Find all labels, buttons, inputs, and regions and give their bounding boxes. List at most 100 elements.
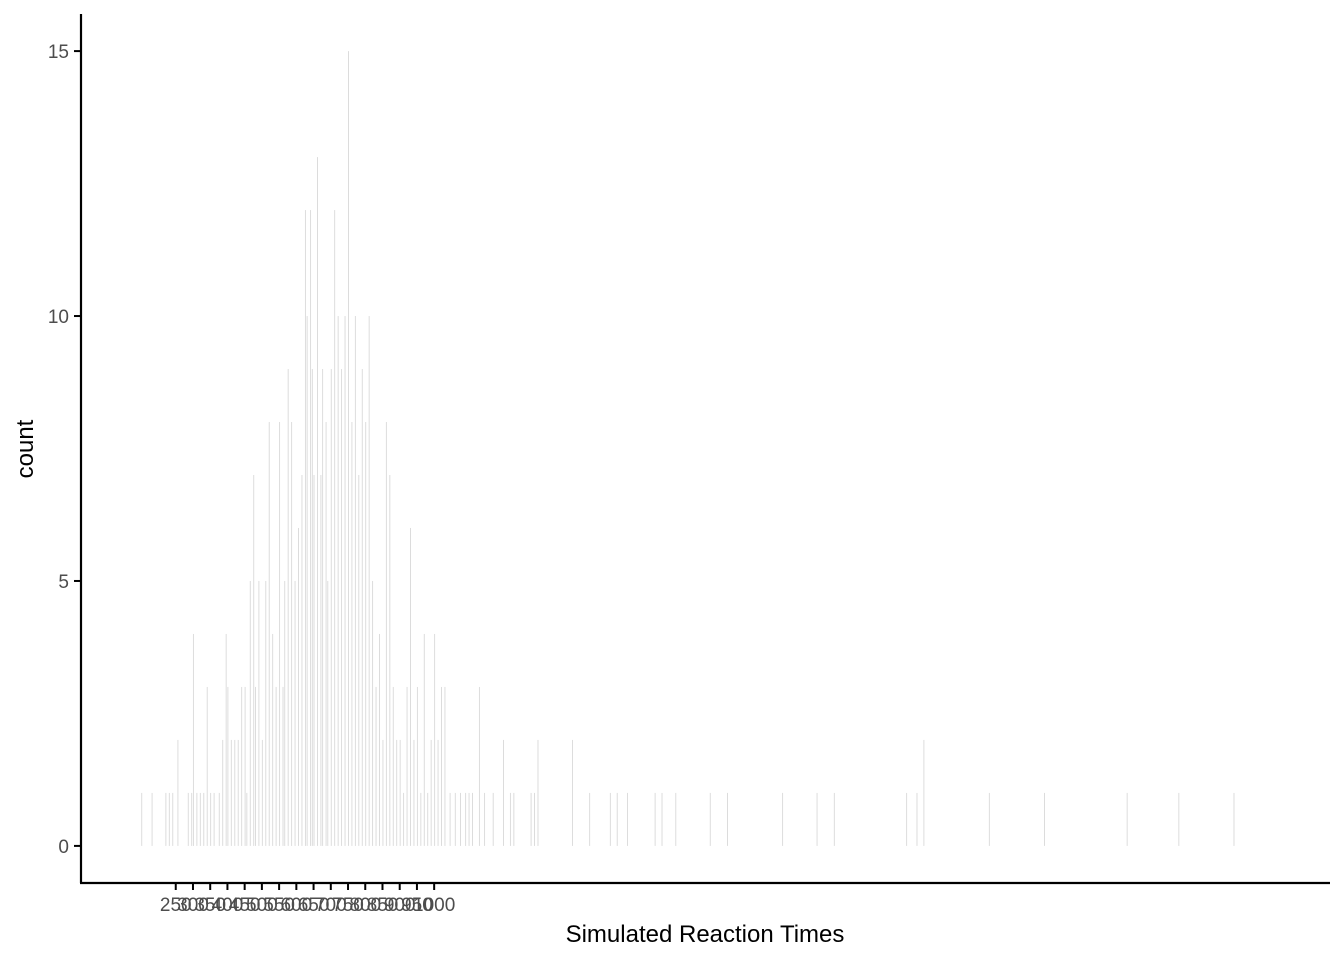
histogram-bar (304, 210, 306, 846)
x-tick-label: 750 (332, 895, 364, 916)
histogram-bar (430, 739, 432, 846)
histogram-bar (151, 792, 153, 846)
histogram-bar (234, 739, 236, 846)
histogram-bar (341, 369, 343, 846)
histogram-bar (268, 422, 270, 846)
histogram-bar (472, 792, 473, 846)
histogram-bar (1233, 792, 1235, 846)
histogram-bar (354, 316, 356, 846)
histogram-bar (454, 792, 456, 846)
histogram-bar (325, 422, 327, 846)
histogram-bar (246, 792, 248, 846)
histogram-bar (441, 686, 442, 846)
x-tick-label: 950 (401, 895, 433, 916)
histogram-bar (322, 369, 324, 846)
y-tick-label: 5 (58, 572, 69, 593)
histogram-bar (782, 792, 784, 846)
histogram-bar (427, 792, 429, 846)
histogram-bar (675, 792, 677, 846)
histogram-bar (258, 580, 260, 846)
histogram-bar (833, 792, 835, 846)
histogram-bar (627, 792, 629, 846)
histogram-bar (406, 686, 408, 846)
histogram-bar (191, 792, 193, 846)
x-tick-label: 850 (367, 895, 399, 916)
histogram-bar (284, 580, 286, 846)
histogram-bar (213, 792, 215, 846)
histogram-bar (337, 316, 339, 846)
y-axis-title: count (12, 419, 39, 478)
x-tick-label: 700 (315, 895, 347, 916)
histogram-bar (449, 792, 451, 846)
histogram-bar (509, 792, 511, 846)
histogram-bar (816, 792, 818, 846)
histogram-bar (399, 739, 401, 846)
histogram-bar (298, 527, 299, 846)
histogram-bar (230, 739, 232, 846)
histogram-bar (661, 792, 663, 846)
histogram-bar (420, 792, 422, 846)
histogram-bar (344, 316, 346, 846)
histogram-bar (589, 792, 591, 846)
histogram-bar (244, 686, 246, 846)
histogram-bar (460, 792, 461, 846)
histogram-bar (382, 739, 384, 846)
histogram-bar (225, 633, 227, 846)
histogram-bar (413, 739, 415, 846)
histogram-bar (609, 792, 611, 846)
histogram-bar (287, 369, 289, 846)
histogram-bar (465, 792, 467, 846)
histogram-bars (141, 51, 1235, 846)
histogram-bar (327, 580, 329, 846)
histogram-bar (416, 686, 418, 846)
histogram-bar (237, 739, 239, 846)
histogram-bar (709, 792, 711, 846)
histogram-bar (199, 792, 201, 846)
x-tick-label: 400 (212, 895, 244, 916)
histogram-bar (923, 739, 925, 846)
histogram-bar (320, 474, 322, 846)
histogram-bar (291, 422, 293, 846)
histogram-bar (253, 474, 255, 846)
histogram-bar (437, 739, 439, 846)
histogram-bar (351, 422, 353, 846)
histogram-bar (311, 369, 313, 846)
histogram-bar (503, 739, 504, 846)
histogram-bar (227, 686, 229, 846)
histogram-bar (249, 580, 251, 846)
histogram-bar (372, 580, 374, 846)
x-tick-label: 900 (384, 895, 416, 916)
histogram-bar (279, 422, 281, 846)
histogram-bar (492, 792, 494, 846)
histogram-bar (389, 474, 391, 846)
histogram-bar (513, 792, 515, 846)
histogram-bar (301, 474, 303, 846)
histogram-bar (165, 792, 167, 846)
histogram-bar (392, 686, 394, 846)
x-tick-label: 650 (298, 895, 330, 916)
histogram-bar (210, 792, 212, 846)
histogram-bar (265, 580, 267, 846)
histogram-bar (177, 739, 179, 846)
histogram-bar (379, 633, 380, 846)
histogram-bar (330, 369, 332, 846)
x-tick-label: 500 (246, 895, 278, 916)
histogram-bar (727, 792, 728, 846)
y-tick-label: 10 (48, 307, 69, 328)
histogram-bar (1126, 792, 1128, 846)
histogram-bar (537, 739, 539, 846)
histogram-bar (444, 686, 446, 846)
y-axis-ticks: 0 5 10 15 (48, 42, 81, 858)
histogram-bar (468, 792, 470, 846)
histogram-bar (334, 210, 336, 846)
histogram-bar (172, 792, 174, 846)
x-tick-label: 300 (177, 895, 209, 916)
x-axis-title: Simulated Reaction Times (566, 921, 845, 948)
histogram-bar (294, 580, 296, 846)
histogram-bar (218, 792, 220, 846)
histogram-bar (275, 686, 277, 846)
histogram-bar (654, 792, 656, 846)
histogram-bar (261, 739, 263, 846)
histogram-bar (375, 686, 377, 846)
